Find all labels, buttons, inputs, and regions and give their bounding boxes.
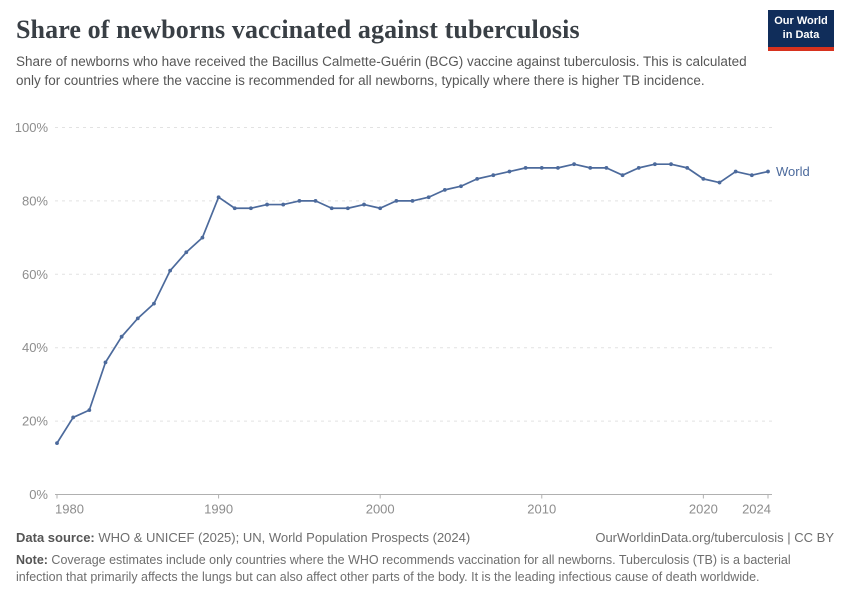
- data-point-2009[interactable]: [523, 165, 528, 170]
- data-point-2019[interactable]: [685, 165, 690, 170]
- owid-logo[interactable]: Our World in Data: [768, 10, 834, 51]
- data-source-text: WHO & UNICEF (2025); UN, World Populatio…: [94, 530, 471, 545]
- data-point-2023[interactable]: [749, 173, 754, 178]
- data-point-1988[interactable]: [184, 250, 189, 255]
- x-tick-label-2024: 2024: [742, 502, 771, 517]
- data-point-1998[interactable]: [345, 206, 350, 211]
- data-point-1982[interactable]: [87, 408, 92, 412]
- data-point-2003[interactable]: [426, 195, 431, 200]
- data-source: Data source: WHO & UNICEF (2025); UN, Wo…: [16, 530, 470, 545]
- chart-header: Share of newborns vaccinated against tub…: [0, 0, 850, 91]
- data-source-label: Data source:: [16, 530, 95, 545]
- data-point-1994[interactable]: [281, 202, 286, 207]
- y-tick-label-80: 80%: [22, 193, 48, 208]
- data-point-1984[interactable]: [119, 334, 124, 339]
- data-point-2020[interactable]: [701, 176, 706, 181]
- data-point-2014[interactable]: [604, 165, 609, 170]
- chart-footer: Data source: WHO & UNICEF (2025); UN, Wo…: [0, 530, 850, 587]
- x-tick-label-2010: 2010: [527, 502, 556, 517]
- series-label-world[interactable]: World: [776, 164, 810, 179]
- data-point-2006[interactable]: [475, 176, 480, 181]
- data-point-1980[interactable]: [55, 441, 59, 446]
- chart-subtitle: Share of newborns who have received the …: [16, 54, 747, 89]
- data-point-1986[interactable]: [152, 301, 156, 306]
- data-point-2004[interactable]: [442, 187, 447, 192]
- x-tick-label-2020: 2020: [689, 502, 718, 517]
- data-point-1990[interactable]: [216, 195, 221, 200]
- data-point-2021[interactable]: [717, 180, 722, 185]
- data-point-1999[interactable]: [362, 202, 366, 207]
- data-point-2013[interactable]: [588, 165, 593, 170]
- data-point-2008[interactable]: [507, 169, 512, 174]
- page-title: Share of newborns vaccinated against tub…: [16, 15, 580, 44]
- data-point-2016[interactable]: [636, 165, 641, 170]
- line-chart[interactable]: 0% 20% 40% 60% 80% 100% 1980 1990 2000 2010 2020 20…: [0, 112, 850, 532]
- data-point-2015[interactable]: [620, 173, 625, 178]
- data-point-1991[interactable]: [232, 206, 237, 211]
- data-point-2017[interactable]: [652, 162, 657, 167]
- data-point-1989[interactable]: [200, 235, 205, 240]
- x-tick-label-1990: 1990: [204, 502, 233, 517]
- data-point-2024[interactable]: [766, 169, 770, 174]
- y-tick-label-20: 20%: [22, 414, 48, 429]
- data-point-2005[interactable]: [459, 184, 463, 189]
- data-point-1981[interactable]: [71, 415, 76, 420]
- data-point-1987[interactable]: [168, 268, 173, 273]
- data-point-2000[interactable]: [378, 206, 383, 211]
- data-point-2011[interactable]: [556, 165, 560, 170]
- data-point-1993[interactable]: [265, 202, 269, 207]
- data-point-1983[interactable]: [103, 360, 108, 365]
- y-tick-label-100: 100%: [15, 120, 49, 135]
- y-tick-label-60: 60%: [22, 267, 48, 282]
- plot-area[interactable]: 0% 20% 40% 60% 80% 100% 1980 1990 2000 2010 2020 20…: [0, 112, 850, 532]
- data-point-1997[interactable]: [329, 206, 334, 211]
- data-point-2010[interactable]: [539, 165, 544, 170]
- data-point-1992[interactable]: [249, 206, 253, 211]
- data-point-1996[interactable]: [313, 199, 318, 203]
- footnote-label: Note:: [16, 553, 48, 567]
- owid-license-link[interactable]: OurWorldinData.org/tuberculosis | CC BY: [595, 530, 834, 545]
- data-point-2001[interactable]: [394, 199, 399, 203]
- owid-logo-line1: Our World: [774, 15, 828, 27]
- data-point-1985[interactable]: [135, 316, 140, 321]
- data-point-1995[interactable]: [297, 199, 302, 203]
- footnote-text: Coverage estimates include only countrie…: [16, 553, 791, 585]
- footnote: Note: Coverage estimates include only co…: [16, 552, 834, 587]
- owid-logo-line2: in Data: [782, 28, 820, 41]
- data-point-2007[interactable]: [491, 173, 496, 178]
- x-tick-label-2000: 2000: [366, 502, 395, 517]
- data-point-2002[interactable]: [410, 199, 415, 203]
- data-point-2022[interactable]: [733, 169, 738, 174]
- x-tick-label-1980: 1980: [55, 502, 84, 517]
- data-point-2018[interactable]: [669, 162, 673, 167]
- data-point-2012[interactable]: [572, 162, 576, 167]
- y-tick-label-40: 40%: [22, 340, 48, 355]
- world-series-line[interactable]: [56, 163, 769, 444]
- y-tick-label-0: 0%: [29, 487, 48, 502]
